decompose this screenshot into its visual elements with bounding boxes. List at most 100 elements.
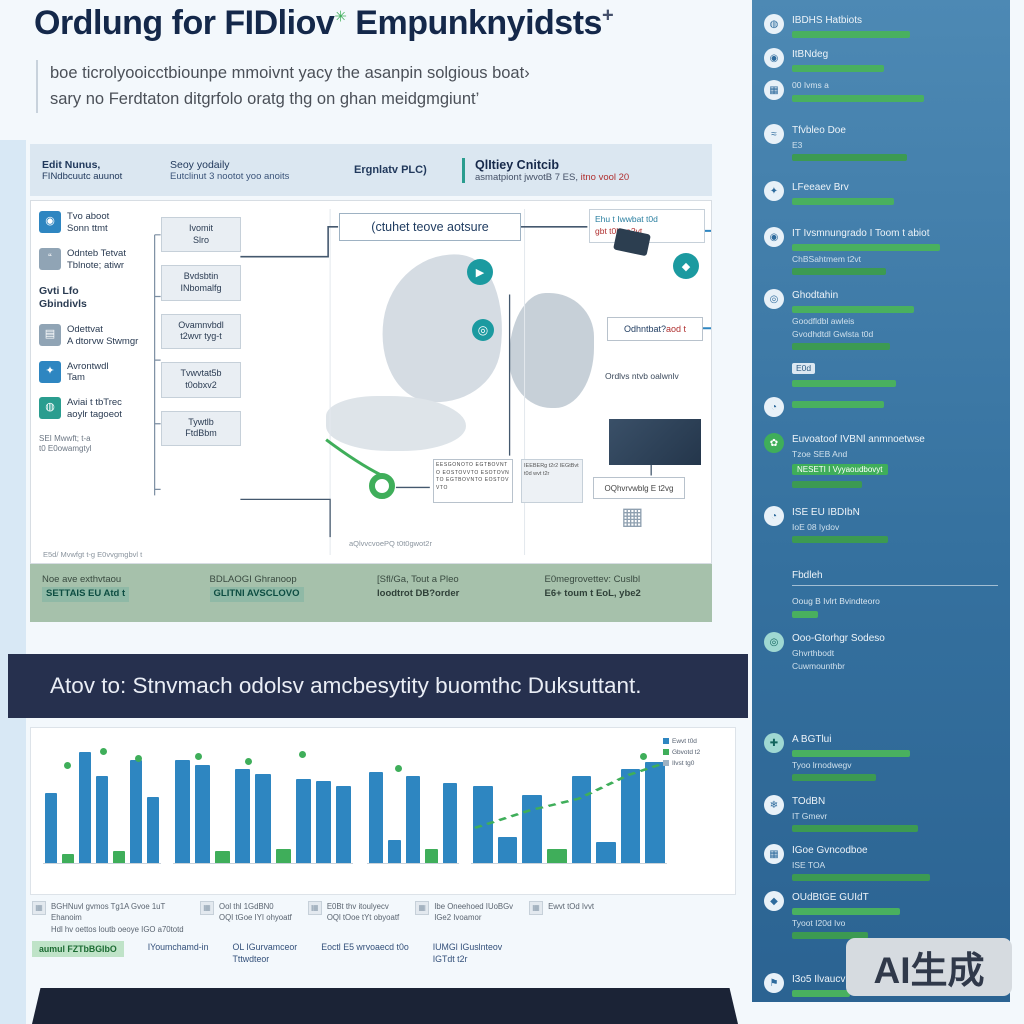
bottom-tag: Eoctl E5 wrvoaecd t0o	[321, 942, 409, 952]
diagram-left-item: SEI Mwwft; t-a t0 E0owamgtyl	[39, 434, 157, 454]
chart-bar	[295, 778, 311, 863]
legend-entry: Ilvst tg0	[663, 758, 725, 769]
sidebar-item-body: ISE EU IBDIbN IoE 08 Iydov	[792, 506, 998, 544]
sidebar-item-label: Fbdleh	[792, 570, 823, 582]
sidebar-item-label: LFeeaev Brv	[792, 182, 849, 194]
sidebar-item-label: 00 Ivms a	[792, 80, 829, 90]
bottom-tag: OL IGurvamceor Tttwdteor	[232, 942, 298, 965]
progress-bar	[792, 198, 894, 206]
globe-icon: ◍	[764, 14, 784, 34]
sidebar-item: ▦ 00 Ivms a	[764, 80, 998, 103]
bottom-tags-row: aumul FZTbBGIbO IYoumchamd-in OL IGurvamce…	[32, 941, 734, 966]
legend-swatch	[663, 760, 669, 767]
footnote-line2: IGe2 Ivoamor	[434, 913, 482, 923]
location-pin-icon: ◎	[472, 319, 494, 341]
progress-bar	[792, 481, 862, 489]
header-col-4: QlItiey Cnitcib asmatpiont jwvotB 7 ES, …	[462, 157, 700, 183]
sidebar-item-label: Tfvbleo Doe	[792, 125, 846, 137]
sidebar-item-body: OUdBtGE GUIdT Tyoot I20d Ivo	[792, 891, 998, 940]
green-band-cell: BDLAOGI Ghranoop GLITNI AVSCLOVO	[209, 573, 366, 613]
plus-mark: +	[601, 4, 614, 27]
header-col1-line2: FINdbcuutc auunot	[42, 170, 123, 182]
snowflake-icon: ❄	[764, 795, 784, 816]
progress-bar	[792, 908, 900, 916]
chart-bar	[62, 853, 74, 863]
sidebar-item-label: A BGTlui	[792, 734, 832, 746]
green-band-cell: [Sfl/Ga, Tout a Pleo loodtrot DB?order	[377, 573, 533, 613]
diagram-left-item: ✦ Avrontwdl Tam	[39, 360, 157, 385]
header-col1-line1: Edit Nunus,	[42, 158, 101, 171]
progress-bar	[792, 65, 884, 72]
person-icon: ◉	[764, 227, 784, 248]
highlight-pill: NESETI I Vyyaoudbovyt	[792, 464, 888, 476]
legend-entry: Ewvt t0d	[663, 736, 725, 747]
calculator-icon: ▦	[621, 503, 644, 530]
header-col4-sub-red: itno vool 20	[580, 171, 630, 183]
star-icon: ✦	[764, 181, 784, 202]
header-col-3: Ergnlatv PLC)	[354, 164, 427, 176]
dense-text-box-2: IEEBERg t2r2 IEGtBvt t0d wvt t2r	[521, 459, 583, 503]
bar-chart-panel-3	[367, 746, 459, 864]
progress-bar	[792, 536, 888, 544]
header-col2-line2: Eutclinut 3 nootot yoo anoits	[170, 170, 290, 182]
sidebar-item-label: Euvoatoof IVBNl anmnoetwse	[792, 434, 925, 446]
data-point-dot	[194, 753, 202, 761]
person-icon: ◉	[39, 211, 61, 233]
diagram-left-item: ◉ Tvo aboot Sonn ttmt	[39, 211, 157, 235]
topright-line1: Ehu t Iwwbat t0d	[595, 214, 658, 224]
chart-footnotes: ▦ BGHNuvl gvmos Tg1A Gvoe 1uT Ehanoim Hdl …	[32, 901, 734, 935]
subtitle: boe ticrolyooicctbiounpe mmoivnt yacy th…	[36, 60, 676, 113]
sidebar-item: ◉ ItBNdeg	[764, 48, 998, 72]
chat-icon: “	[39, 247, 61, 270]
bar-chart-panel-2	[173, 746, 353, 864]
bottom-tag: IYoumchamd-in	[147, 942, 209, 952]
chart-bar	[620, 769, 641, 863]
chart-bar	[215, 851, 231, 863]
section-banner-text: Atov to: Stnvmach odolsv amcbesytity buo…	[50, 673, 642, 698]
green-band-line2: E6+ toum t EoL, ybe2	[544, 588, 641, 600]
sidebar-item: ≈ Tfvbleo Doe E3	[764, 124, 998, 162]
table-icon: ▦	[307, 901, 322, 915]
sidebar-item-sublabel: Tzoe SEB And	[792, 449, 848, 460]
chart-bar	[195, 764, 211, 863]
table-icon: ▦	[200, 901, 214, 915]
diagram-left-label: Tvo aboot Sonn ttmt	[67, 211, 110, 234]
clock-icon: ◔	[764, 506, 784, 527]
diagram-left-label: Gvti Lfo Gbindivls	[39, 284, 87, 310]
diagram-left-label: SEI Mwwft; t-a t0 E0owamgtyl	[39, 434, 92, 453]
diagram-left-label: Aviai t tbTrec aoylr tagoeot	[67, 397, 122, 421]
chart-bar	[255, 774, 271, 863]
progress-bar	[792, 611, 818, 619]
footnote-line2: Hdl hv oettos loutb oeoye IGO a70totd	[51, 924, 184, 934]
sidebar-item-body: IBDHS Hatbiots	[792, 14, 998, 38]
rings-icon: ◎	[764, 289, 784, 310]
ai-watermark: AI生成	[846, 938, 1012, 996]
sidebar-item-body: I3o5 Ilvaucv	[792, 973, 998, 998]
sidebar-item-label: IBDHS Hatbiots	[792, 15, 863, 26]
footnote-line2: OQI tGoe IYI ohyoatf	[219, 913, 292, 923]
sidebar-item-sublabel: Tyoo lrnodwegv	[792, 760, 852, 771]
sidebar-item: ◔	[764, 397, 998, 418]
diagram-left-label: Odnteb Tetvat Tblnote; atiwr	[67, 247, 126, 271]
chart-bar	[443, 783, 457, 863]
right-label-red: aod t	[666, 324, 687, 334]
charts-panel: Ewvt t0d Gbvotd t2 Ilvst tg0	[30, 727, 736, 895]
image-thumbnail	[609, 419, 701, 465]
footnote-line1: Ool thl 1GdBN0	[219, 902, 274, 911]
footnote: ▦ BGHNuvl gvmos Tg1A Gvoe 1uT Ehanoim Hdl …	[32, 901, 184, 935]
green-band-line2: SETTAIS EU Atd t	[42, 587, 130, 602]
progress-bar	[792, 244, 940, 252]
plus-icon: ✚	[764, 733, 784, 754]
diagram-center-label: (ctuhet teove aotsure	[339, 213, 521, 241]
sidebar-item-sublabel: ChBSahtmem t2vt	[792, 254, 861, 265]
chart-bar	[315, 781, 331, 863]
circle-icon: ◉	[764, 48, 784, 68]
center-footnote: aQlvvcvoePQ t0t0gwot2r	[349, 539, 432, 548]
footnote: ▦ Ewvt tOd Ivvt	[529, 901, 594, 935]
green-band-line2: loodtrot DB?order	[377, 588, 460, 600]
diagram-flow-box: Bvdsbtin INbomalfg	[161, 265, 241, 301]
sidebar-item-body: Ooo-Gtorhgr Sodeso Ghvrthbodt Cuwmounthbr	[792, 632, 998, 671]
green-band-line1: Noe ave exthvtaou	[42, 574, 122, 585]
chart-bar	[79, 751, 91, 863]
header-col4-sub: asmatpiont jwvotB 7 ES, itno vool 20	[475, 172, 700, 183]
